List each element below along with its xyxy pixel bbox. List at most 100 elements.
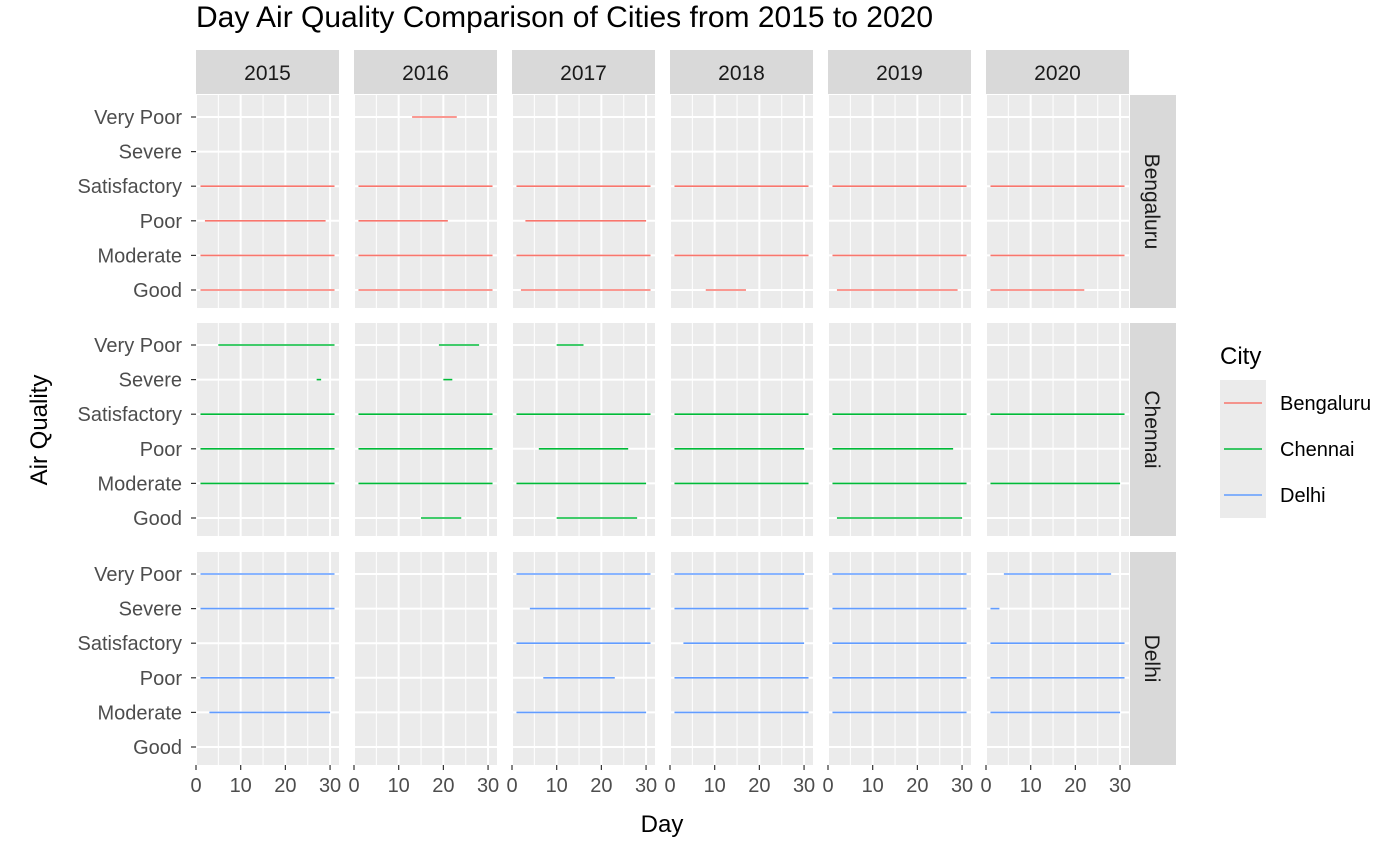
- panel-background: [512, 323, 655, 536]
- panel-background: [196, 95, 339, 308]
- x-axis-title: Day: [641, 811, 684, 838]
- panel-delhi-2017: [511, 552, 655, 765]
- facet-strip-label: Chennai: [1140, 390, 1163, 468]
- panel-bengaluru-2015: [195, 95, 339, 308]
- x-tick-label: 0: [348, 775, 359, 797]
- x-tick-label: 30: [477, 775, 499, 797]
- y-tick-label: Moderate: [98, 702, 183, 724]
- facet-strip-2016: [354, 50, 497, 94]
- panel-background: [986, 323, 1129, 536]
- panel-delhi-2020: [985, 552, 1129, 765]
- x-tick-label: 20: [1064, 775, 1086, 797]
- y-tick-label: Very Poor: [94, 335, 182, 357]
- facet-strip-label: 2015: [244, 62, 291, 85]
- y-tick-label: Satisfactory: [78, 404, 182, 426]
- facet-strip-bengaluru: [1130, 95, 1176, 308]
- x-tick-label: 10: [230, 775, 252, 797]
- panel-background: [196, 323, 339, 536]
- facet-strip-label: 2019: [876, 62, 923, 85]
- panel-delhi-2018: [669, 552, 813, 765]
- x-tick-label: 0: [190, 775, 201, 797]
- y-tick-label: Satisfactory: [78, 633, 182, 655]
- facet-strip-2020: [986, 50, 1129, 94]
- y-tick-label: Good: [133, 280, 182, 302]
- x-tick-label: 20: [590, 775, 612, 797]
- x-tick-label: 0: [822, 775, 833, 797]
- facet-strip-2018: [670, 50, 813, 94]
- facet-strip-2019: [828, 50, 971, 94]
- facet-strip-label: 2017: [560, 62, 607, 85]
- legend-label: Bengaluru: [1280, 393, 1371, 415]
- panel-delhi-2019: [827, 552, 971, 765]
- panel-bengaluru-2016: [353, 95, 497, 308]
- chart-title: Day Air Quality Comparison of Cities fro…: [196, 1, 933, 34]
- panel-background: [670, 95, 813, 308]
- y-tick-label: Moderate: [98, 245, 183, 267]
- panel-background: [986, 95, 1129, 308]
- x-tick-label: 10: [546, 775, 568, 797]
- panel-chennai-2017: [511, 323, 655, 536]
- x-tick-label: 30: [951, 775, 973, 797]
- panel-background: [670, 552, 813, 765]
- facet-strip-label: Delhi: [1140, 635, 1163, 683]
- panel-background: [828, 323, 971, 536]
- facet-strip-label: 2020: [1034, 62, 1081, 85]
- facet-strip-chennai: [1130, 323, 1176, 536]
- panel-chennai-2018: [669, 323, 813, 536]
- panel-delhi-2016: [353, 552, 497, 765]
- y-tick-label: Severe: [119, 370, 182, 392]
- facet-strip-label: 2016: [402, 62, 449, 85]
- y-tick-label: Severe: [119, 142, 182, 164]
- panel-bengaluru-2018: [669, 95, 813, 308]
- panel-background: [354, 95, 497, 308]
- x-tick-label: 10: [862, 775, 884, 797]
- facet-strip-label: Bengaluru: [1140, 154, 1163, 250]
- panel-chennai-2019: [827, 323, 971, 536]
- x-tick-label: 10: [388, 775, 410, 797]
- panel-bengaluru-2020: [985, 95, 1129, 308]
- y-tick-label: Satisfactory: [78, 176, 182, 198]
- y-tick-label: Very Poor: [94, 107, 182, 129]
- x-tick-label: 20: [748, 775, 770, 797]
- panel-bengaluru-2017: [511, 95, 655, 308]
- panel-background: [512, 552, 655, 765]
- x-tick-label: 20: [906, 775, 928, 797]
- x-tick-label: 10: [704, 775, 726, 797]
- panel-background: [196, 552, 339, 765]
- panel-background: [828, 95, 971, 308]
- panel-bengaluru-2019: [827, 95, 971, 308]
- x-tick-label: 30: [635, 775, 657, 797]
- facet-strip-delhi: [1130, 552, 1176, 765]
- y-tick-label: Good: [133, 508, 182, 530]
- facet-panels: 2015 2016 2017 2018 2019 2020BengaluruChennai…: [78, 50, 1176, 797]
- panel-chennai-2020: [985, 323, 1129, 536]
- x-tick-label: 30: [1109, 775, 1131, 797]
- panel-chennai-2016: [353, 323, 497, 536]
- facet-strip-2017: [512, 50, 655, 94]
- panel-background: [670, 323, 813, 536]
- panel-background: [354, 323, 497, 536]
- x-tick-label: 20: [274, 775, 296, 797]
- x-tick-label: 0: [980, 775, 991, 797]
- y-tick-label: Severe: [119, 599, 182, 621]
- legend-item-bengaluru: Bengaluru: [1220, 380, 1371, 426]
- legend-item-chennai: Chennai: [1220, 426, 1355, 472]
- x-tick-label: 10: [1020, 775, 1042, 797]
- panel-chennai-2015: [195, 323, 339, 536]
- panel-background: [986, 552, 1129, 765]
- panel-background: [512, 95, 655, 308]
- y-tick-label: Poor: [140, 211, 183, 233]
- x-tick-label: 30: [793, 775, 815, 797]
- x-tick-label: 0: [506, 775, 517, 797]
- legend: City Bengaluru Chennai Delhi: [1220, 343, 1371, 518]
- y-tick-label: Very Poor: [94, 564, 182, 586]
- x-tick-label: 0: [664, 775, 675, 797]
- x-tick-label: 20: [432, 775, 454, 797]
- facet-strip-2015: [196, 50, 339, 94]
- y-tick-label: Moderate: [98, 473, 183, 495]
- panel-background: [828, 552, 971, 765]
- y-tick-label: Poor: [140, 668, 183, 690]
- facet-strip-label: 2018: [718, 62, 765, 85]
